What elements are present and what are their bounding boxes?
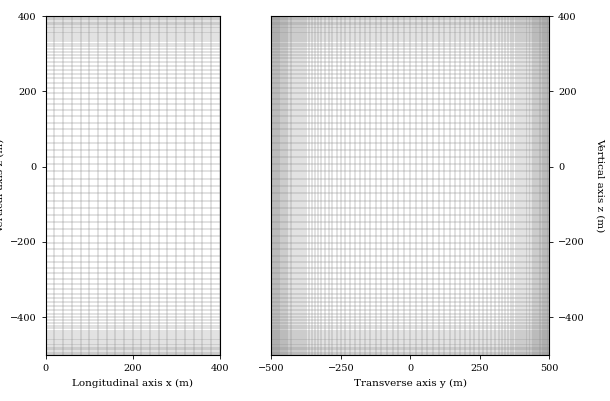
X-axis label: Longitudinal axis x (m): Longitudinal axis x (m) bbox=[72, 379, 193, 388]
Y-axis label: Vertical axis z (m): Vertical axis z (m) bbox=[595, 138, 604, 233]
X-axis label: Transverse axis y (m): Transverse axis y (m) bbox=[354, 379, 467, 388]
Y-axis label: Vertical axis z (m): Vertical axis z (m) bbox=[0, 138, 4, 233]
